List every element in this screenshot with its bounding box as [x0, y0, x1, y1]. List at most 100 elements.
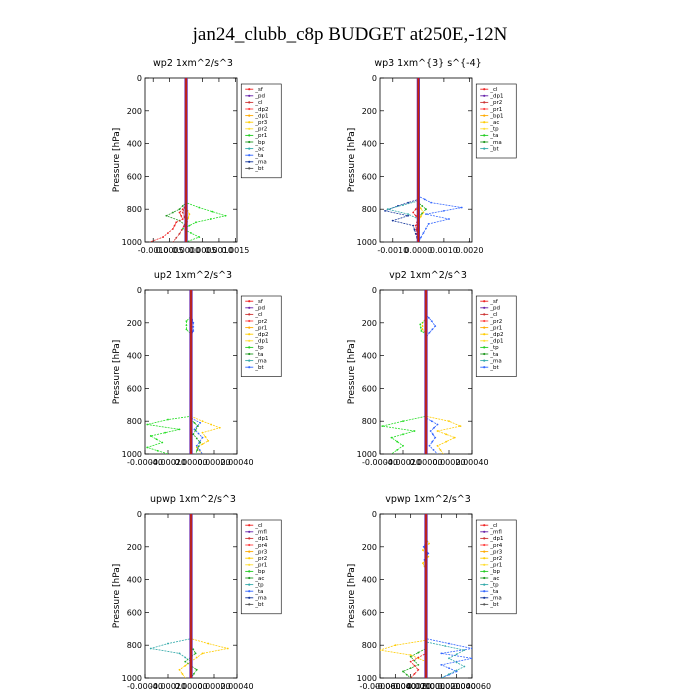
legend-entry: _bp: [489, 569, 500, 575]
series-point: [188, 213, 191, 216]
legend-marker: [248, 550, 251, 553]
series-point: [448, 642, 450, 645]
series-point: [413, 430, 416, 432]
panel-4: vp2 1xm^2/s^3 0 200 400 600 800 1000-0.00040-0…: [347, 270, 517, 467]
series-point: [195, 437, 198, 440]
series-point: [195, 444, 198, 447]
legend-entry: _bt: [254, 166, 264, 172]
legend-marker: [483, 550, 486, 553]
series-point: [428, 444, 431, 447]
legend-marker: [483, 114, 486, 117]
series-point: [199, 441, 202, 444]
series-point: [427, 223, 430, 225]
x-tick-label: 0.0000: [172, 246, 200, 255]
series-line-pr1: [165, 78, 187, 242]
series-line-dp1: [149, 78, 187, 242]
legend-entry: _mfl: [489, 530, 502, 536]
series-point: [172, 227, 174, 230]
legend-marker: [248, 339, 251, 342]
x-tick-label: 0.00040: [220, 682, 253, 691]
panel-title: upwp 1xm^2/s^3: [150, 494, 236, 505]
legend-marker: [483, 300, 486, 303]
data-series: [149, 514, 229, 678]
panel-title: wp3 1xm^{3} s^{-4}: [374, 58, 481, 69]
legend-entry: _bt: [254, 365, 264, 371]
legend-entry: _pd: [254, 94, 265, 100]
series-point: [201, 436, 204, 439]
series-point: [417, 651, 420, 654]
legend-entry: _tp: [254, 345, 264, 351]
x-tick-label: 0.00020: [432, 458, 465, 467]
y-tick-label: 800: [362, 417, 377, 426]
series-point: [178, 668, 181, 671]
legend-entry: _tp: [489, 582, 499, 588]
legend-entry: _ta: [489, 133, 498, 139]
series-point: [439, 449, 442, 451]
series-point: [471, 647, 472, 650]
y-tick-label: 600: [362, 384, 377, 393]
series-point: [196, 449, 199, 452]
y-tick-label: 200: [127, 543, 142, 552]
y-tick-label: 200: [127, 107, 142, 116]
legend-marker: [483, 140, 486, 144]
series-point: [402, 670, 404, 673]
legend-marker: [483, 313, 486, 316]
x-tick-label: 0.000040: [438, 682, 476, 691]
series-point: [184, 660, 187, 663]
x-tick-label: 0.00020: [197, 458, 230, 467]
y-tick-label: 1000: [357, 450, 377, 459]
series-point: [197, 432, 200, 435]
series-point: [155, 438, 158, 441]
series-point: [180, 214, 183, 217]
legend-marker: [483, 537, 486, 540]
series-point: [414, 208, 417, 211]
legend-entry: _dp1: [254, 536, 268, 542]
panel-3: up2 1xm^2/s^3 0 200 400 600 800 1000-0.00040-0…: [112, 270, 282, 467]
legend-marker: [248, 306, 251, 309]
series-point: [427, 552, 430, 555]
legend-entry: _ta: [489, 589, 498, 595]
series-point: [427, 555, 430, 558]
series-point: [448, 667, 450, 670]
legend-marker: [248, 590, 251, 593]
x-tick-label: -0.00020: [150, 458, 186, 467]
legend-marker: [248, 537, 251, 540]
legend-entry: _dp1: [489, 536, 503, 542]
legend-marker: [483, 557, 486, 560]
legend-marker: [248, 333, 251, 336]
y-tick-label: 800: [127, 641, 142, 650]
plot-frame: [379, 77, 473, 243]
legend-entry: _ac: [254, 146, 264, 152]
series-point: [423, 198, 426, 201]
legend-entry: _pr1: [489, 563, 502, 569]
legend-marker: [483, 346, 486, 349]
series-point: [181, 673, 184, 675]
series-point: [195, 656, 198, 659]
y-tick-label: 0: [372, 286, 377, 295]
x-tick-label: 0.0015: [221, 246, 249, 255]
y-tick-label: 800: [362, 205, 377, 214]
legend-entry: _ma: [489, 358, 501, 364]
series-point: [419, 215, 422, 218]
series-point: [185, 328, 188, 331]
series-line-tp: [190, 290, 204, 454]
series-point: [164, 431, 167, 434]
legend-box: [240, 295, 282, 377]
series-point: [391, 219, 394, 222]
legend-entry: _ma: [254, 358, 266, 364]
legend-marker: [248, 101, 251, 104]
y-tick-label: 800: [127, 417, 142, 426]
y-tick-label: 200: [362, 543, 377, 552]
legend-marker: [483, 530, 486, 533]
series-point: [146, 446, 149, 449]
series-point: [434, 325, 437, 327]
x-tick-label: 0.0000: [404, 246, 432, 255]
series-point: [463, 665, 466, 668]
series-point: [192, 330, 195, 332]
legend-marker: [248, 94, 251, 97]
y-tick-label: 400: [362, 352, 377, 361]
series-point: [430, 420, 433, 423]
series-point: [197, 425, 199, 428]
series-point: [201, 443, 204, 446]
